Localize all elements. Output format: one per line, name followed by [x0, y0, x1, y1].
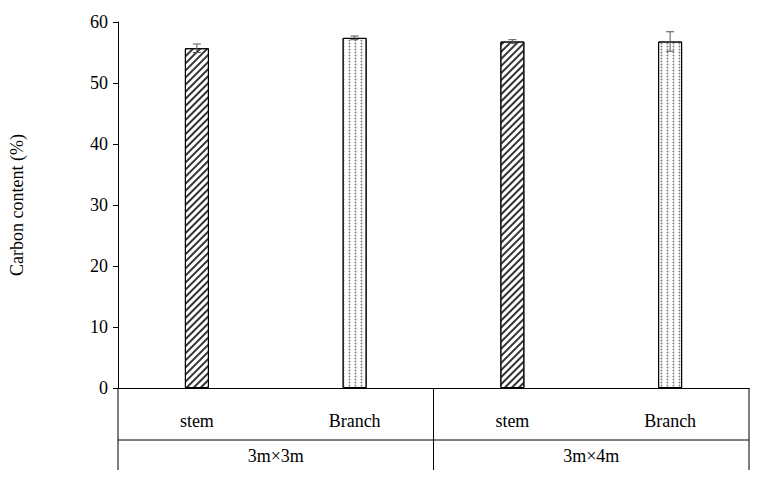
svg-text:Branch: Branch	[329, 411, 381, 431]
svg-text:stem: stem	[180, 411, 214, 431]
svg-text:40: 40	[90, 134, 108, 154]
svg-text:3m×3m: 3m×3m	[248, 446, 304, 466]
svg-text:Carbon content (%): Carbon content (%)	[7, 134, 28, 276]
svg-text:20: 20	[90, 256, 108, 276]
svg-text:10: 10	[90, 317, 108, 337]
svg-text:60: 60	[90, 12, 108, 32]
svg-text:stem: stem	[495, 411, 529, 431]
svg-text:Branch: Branch	[644, 411, 696, 431]
svg-text:30: 30	[90, 195, 108, 215]
svg-text:50: 50	[90, 73, 108, 93]
svg-text:0: 0	[99, 378, 108, 398]
svg-text:3m×4m: 3m×4m	[563, 446, 619, 466]
